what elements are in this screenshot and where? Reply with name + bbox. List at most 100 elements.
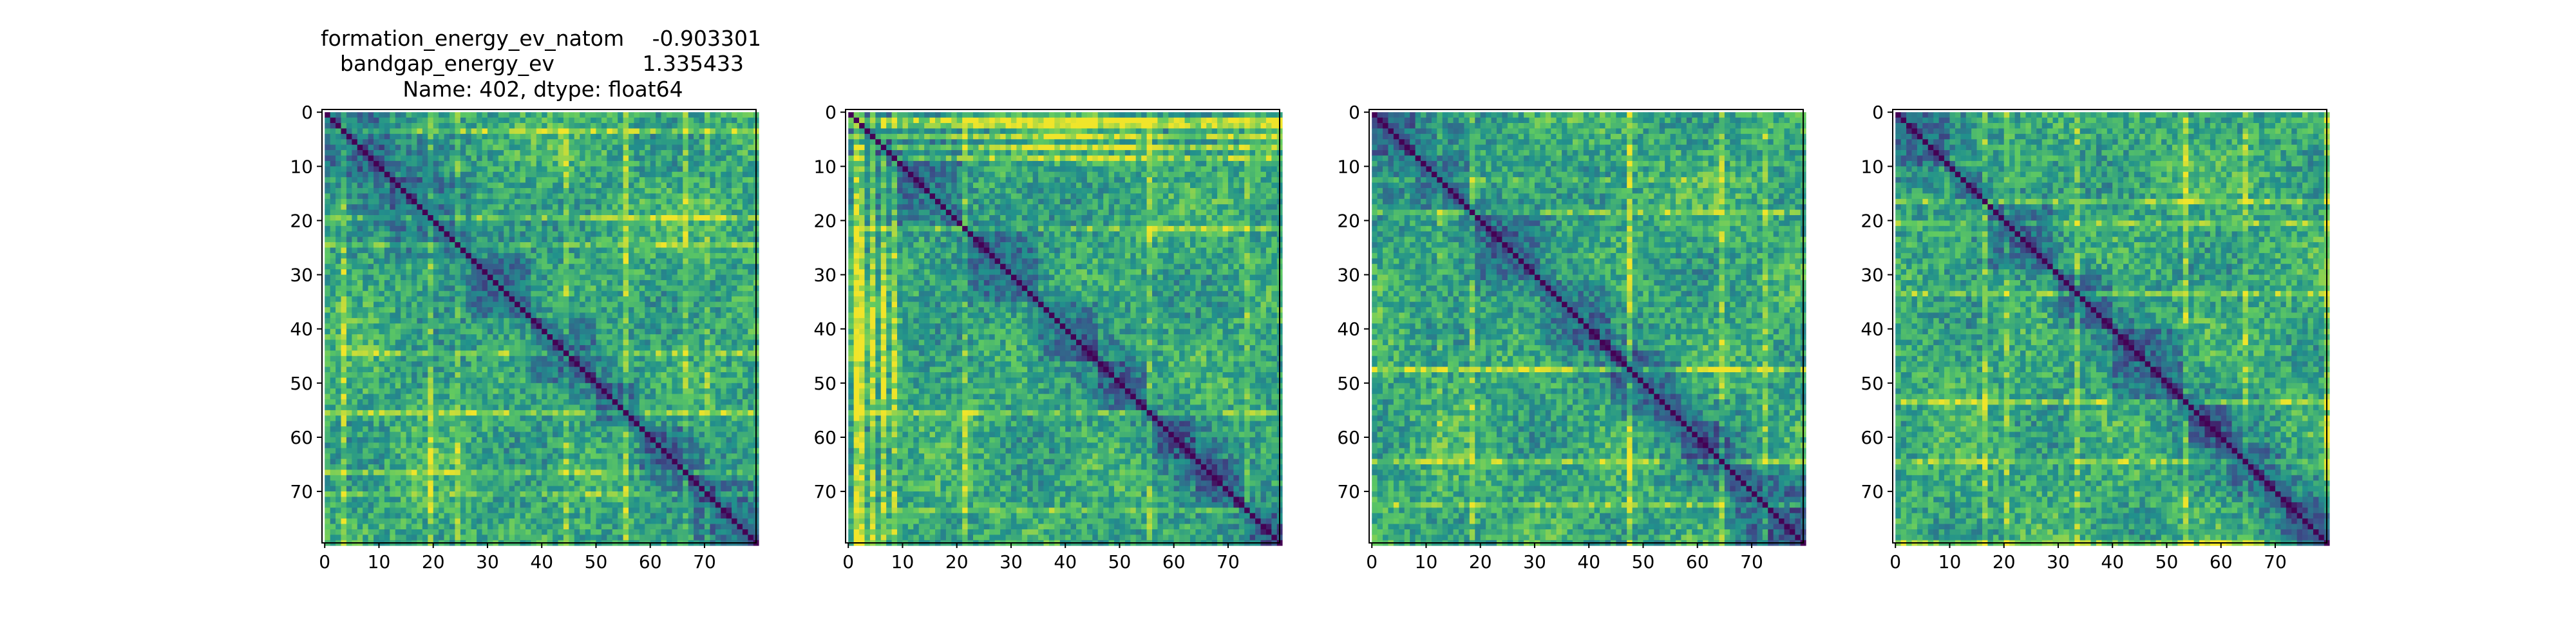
heatmap-cell (428, 280, 433, 286)
heatmap-cell (330, 258, 336, 264)
heatmap-cell (639, 388, 645, 394)
heatmap-cell (455, 139, 460, 145)
heatmap-cell (460, 340, 466, 346)
heatmap-cell (585, 432, 591, 438)
heatmap-cell (661, 188, 667, 194)
heatmap-cell (748, 285, 753, 291)
heatmap-cell (639, 258, 645, 264)
heatmap-cell (612, 112, 618, 118)
heatmap-cell (422, 210, 428, 216)
heatmap-cell (363, 242, 368, 248)
heatmap-cell (553, 199, 558, 205)
heatmap-cell (580, 372, 585, 378)
heatmap-cell (726, 242, 732, 248)
heatmap-cell (699, 145, 705, 151)
heatmap-cell (444, 345, 450, 351)
heatmap-cell (384, 237, 390, 243)
heatmap-cell (526, 188, 531, 194)
heatmap-cell (748, 264, 753, 270)
heatmap-cell (672, 399, 677, 405)
heatmap-cell (330, 188, 336, 194)
heatmap-cell (482, 253, 488, 259)
heatmap-cell (683, 404, 688, 410)
heatmap-cell (363, 150, 368, 156)
heatmap-cell (450, 388, 455, 394)
heatmap-cell (639, 383, 645, 389)
heatmap-cell (564, 410, 569, 416)
heatmap-cell (585, 258, 591, 264)
heatmap-cell (661, 421, 667, 427)
heatmap-cell (672, 275, 677, 281)
heatmap-cell (726, 394, 732, 400)
heatmap-cell (336, 226, 341, 232)
heatmap-cell (737, 210, 743, 216)
heatmap-cell (634, 112, 639, 118)
heatmap-cell (564, 296, 569, 302)
heatmap-cell (574, 204, 580, 210)
heatmap-cell (645, 134, 650, 140)
heatmap-cell (661, 307, 667, 313)
heatmap-cell (357, 442, 363, 448)
heatmap-cell (357, 329, 363, 335)
heatmap-cell (363, 264, 368, 270)
heatmap-cell (743, 237, 748, 243)
heatmap-cell (444, 134, 450, 140)
heatmap-cell (688, 426, 694, 432)
heatmap-cell (688, 318, 694, 324)
heatmap-cell (732, 302, 737, 308)
heatmap-cell (667, 345, 672, 351)
heatmap-cell (634, 356, 639, 362)
heatmap-cell (488, 166, 493, 172)
heatmap-cell (688, 139, 694, 145)
heatmap-cell (743, 172, 748, 178)
heatmap-cell (460, 372, 466, 378)
heatmap-cell (623, 442, 629, 448)
heatmap-cell (330, 426, 336, 432)
heatmap-cell (531, 415, 536, 421)
heatmap-cell (553, 275, 558, 281)
heatmap-cell (450, 383, 455, 389)
heatmap-cell (639, 329, 645, 335)
heatmap-cell (585, 361, 591, 367)
heatmap-cell (357, 220, 363, 226)
heatmap-cell (623, 139, 629, 145)
heatmap-cell (672, 442, 677, 448)
heatmap-cell (395, 404, 401, 410)
heatmap-cell (748, 199, 753, 205)
heatmap-cell (634, 226, 639, 232)
heatmap-cell (677, 258, 683, 264)
heatmap-cell (564, 318, 569, 324)
heatmap-cell (672, 183, 677, 189)
heatmap-cell (357, 150, 363, 156)
heatmap-cell (341, 280, 346, 286)
heatmap-cell (553, 128, 558, 134)
heatmap-cell (336, 312, 341, 318)
heatmap-cell (721, 150, 726, 156)
heatmap-cell (444, 226, 450, 232)
heatmap-cell (558, 123, 564, 129)
heatmap-cell (683, 231, 688, 237)
heatmap-cell (379, 442, 384, 448)
heatmap-cell (542, 350, 547, 356)
heatmap-cell (596, 156, 601, 162)
heatmap-cell (439, 383, 444, 389)
heatmap-cell (520, 134, 526, 140)
heatmap-cell (618, 215, 623, 221)
heatmap-cell (412, 220, 417, 226)
heatmap-cell (401, 275, 406, 281)
heatmap-cell (466, 394, 471, 400)
heatmap-cell (737, 275, 743, 281)
heatmap-cell (705, 280, 710, 286)
heatmap-cell (699, 253, 705, 259)
heatmap-cell (710, 258, 715, 264)
heatmap-cell (352, 177, 357, 183)
heatmap-cell (585, 112, 591, 118)
heatmap-cell (526, 199, 531, 205)
heatmap-cell (596, 226, 601, 232)
heatmap-cell (325, 118, 330, 124)
heatmap-cell (531, 350, 536, 356)
heatmap-cell (585, 372, 591, 378)
heatmap-cell (650, 361, 656, 367)
heatmap-cell (417, 112, 422, 118)
heatmap-cell (520, 264, 526, 270)
